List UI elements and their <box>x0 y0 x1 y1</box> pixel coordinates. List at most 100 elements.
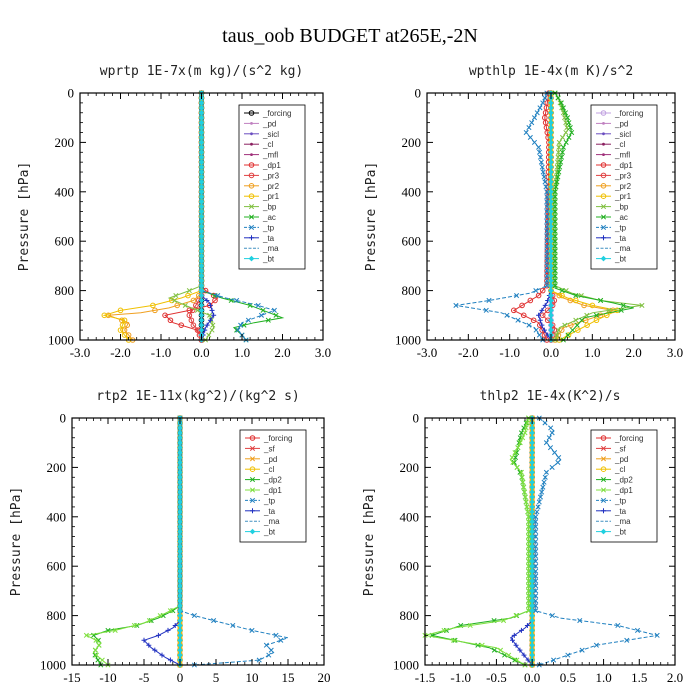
legend-label: _forcing <box>262 109 291 118</box>
data-point <box>544 273 550 279</box>
data-point <box>526 322 532 328</box>
data-point <box>185 292 191 299</box>
legend-marker <box>249 528 256 535</box>
data-point <box>177 464 183 471</box>
data-point <box>552 248 558 254</box>
legend-marker <box>249 456 256 462</box>
data-point <box>537 494 544 500</box>
data-point <box>141 637 147 643</box>
data-point <box>529 479 535 486</box>
series-bt <box>198 90 205 343</box>
data-point <box>541 327 547 333</box>
data-point <box>554 332 560 338</box>
legend-entry: _pr1 <box>244 192 280 201</box>
data-point <box>529 593 535 599</box>
data-point <box>520 435 526 441</box>
x-tick-label: 1.5 <box>631 670 647 685</box>
legend-marker <box>600 487 607 493</box>
data-point <box>157 613 163 619</box>
data-point <box>544 248 550 254</box>
data-point <box>533 558 539 564</box>
data-point <box>524 420 530 426</box>
x-tick-label: 0 <box>177 670 184 685</box>
data-point <box>533 563 539 569</box>
legend-entry: _ta <box>245 507 276 516</box>
data-point <box>573 317 579 323</box>
legend-label: _sf <box>614 444 626 453</box>
panel-title: rtp2 1E-11x(kg^2)/(kg^2 s) <box>96 389 300 404</box>
data-point <box>564 115 571 121</box>
legend-label: _dp1 <box>614 486 633 495</box>
data-point <box>529 454 535 461</box>
data-point <box>548 144 554 151</box>
data-point <box>548 119 554 126</box>
series-ac <box>552 90 634 343</box>
legend-label: _pd <box>262 119 276 128</box>
data-point <box>548 208 554 215</box>
data-point <box>544 204 550 210</box>
data-point <box>198 238 205 244</box>
data-point <box>527 297 534 304</box>
legend-label: _ma <box>262 244 279 253</box>
data-point <box>593 642 599 648</box>
data-point <box>548 223 554 230</box>
data-point <box>562 110 569 116</box>
series-pr1 <box>101 90 205 343</box>
data-point <box>198 109 205 116</box>
data-point <box>198 119 205 126</box>
data-point <box>529 514 535 520</box>
data-point <box>548 307 554 314</box>
data-point <box>529 617 535 624</box>
legend-label: _ma <box>614 244 631 253</box>
x-tick-label: 1.0 <box>584 345 600 360</box>
legend-label: _cl <box>263 465 274 474</box>
data-point <box>190 322 197 328</box>
data-point <box>569 129 575 136</box>
legend-marker <box>600 214 607 220</box>
data-point <box>529 430 535 436</box>
data-point <box>533 598 539 604</box>
data-point <box>529 627 535 634</box>
data-point <box>549 464 555 470</box>
data-point <box>531 139 538 145</box>
data-point <box>526 568 532 574</box>
data-point <box>548 174 554 180</box>
data-point <box>529 434 535 441</box>
legend-marker <box>600 477 607 483</box>
data-point <box>526 125 532 131</box>
data-point <box>198 169 205 175</box>
legend-marker <box>250 153 253 157</box>
data-point <box>101 312 108 319</box>
data-point <box>177 528 183 535</box>
data-point <box>177 632 183 639</box>
data-point <box>131 622 137 629</box>
data-point <box>529 518 535 525</box>
data-point <box>548 243 554 249</box>
data-point <box>548 282 554 289</box>
legend-label: _dp2 <box>614 476 633 485</box>
data-point <box>249 627 255 633</box>
legend-entry: _pr1 <box>596 192 632 201</box>
data-point <box>589 302 596 309</box>
data-point <box>554 179 560 185</box>
data-point <box>177 563 183 569</box>
data-point <box>548 327 554 333</box>
data-point <box>540 484 546 490</box>
data-point <box>186 288 192 294</box>
data-point <box>553 184 559 190</box>
data-point <box>520 479 526 485</box>
data-point <box>177 484 183 490</box>
legend-marker <box>250 142 253 146</box>
data-point <box>529 647 535 653</box>
legend-label: _forcing <box>263 434 292 443</box>
legend-entry: _cl <box>244 140 273 149</box>
x-tick-label: -1.0 <box>450 670 471 685</box>
data-point <box>191 613 197 619</box>
legend-marker <box>249 487 256 493</box>
data-point <box>198 174 205 180</box>
data-point <box>579 317 585 323</box>
data-point <box>574 322 580 328</box>
legend-marker <box>249 445 256 451</box>
data-point <box>177 612 183 619</box>
